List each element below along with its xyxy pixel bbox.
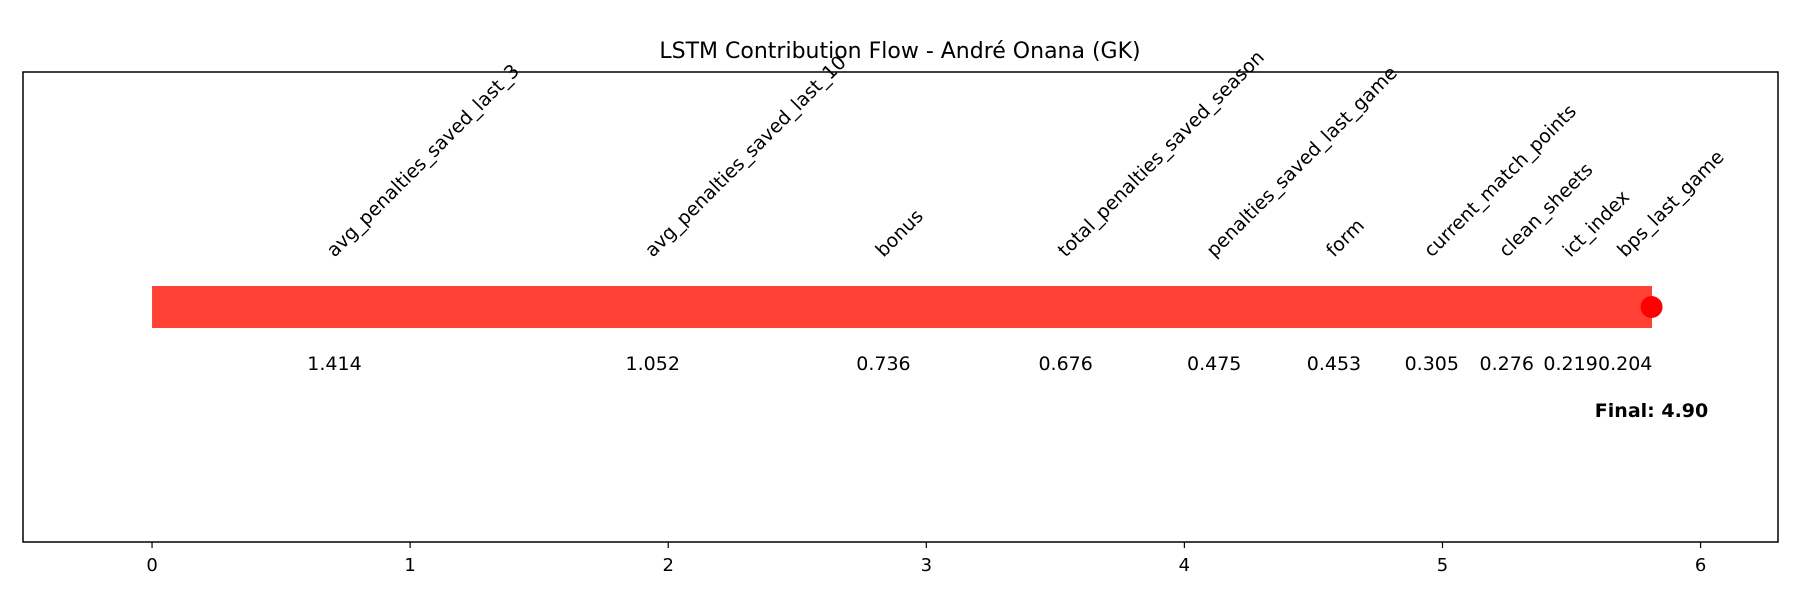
x-tick-label-6: 6 (1695, 555, 1706, 576)
value-label-8: 0.219 (1543, 353, 1597, 375)
feature-label-1: avg_penalties_saved_last_10 (641, 52, 851, 262)
x-tick-label-1: 1 (404, 555, 415, 576)
contribution-bar-1 (516, 286, 789, 328)
chart-title: LSTM Contribution Flow - André Onana (GK… (659, 39, 1140, 64)
value-label-6: 0.305 (1405, 353, 1459, 375)
feature-label-2: bonus (871, 205, 927, 261)
x-axis: 0 1 2 3 4 5 6 (146, 542, 1706, 576)
final-marker (1640, 296, 1663, 318)
plot-frame (22, 71, 1779, 543)
value-label-7: 0.276 (1480, 353, 1534, 375)
value-label-9: 0.204 (1598, 353, 1652, 375)
contribution-bar-5 (1275, 286, 1393, 328)
contribution-bar-0 (152, 286, 518, 328)
x-tick-label-0: 0 (146, 555, 157, 576)
feature-label-6: current_match_points (1420, 100, 1581, 261)
x-tick-label-3: 3 (921, 555, 932, 576)
x-tick-label-2: 2 (662, 555, 673, 576)
bars-layer (152, 286, 1663, 328)
final-value-label: Final: 4.90 (1595, 400, 1708, 422)
feature-label-0: avg_penalties_saved_last_3 (322, 60, 523, 261)
value-label-3: 0.676 (1038, 353, 1092, 375)
feature-label-5: form (1322, 215, 1369, 262)
value-label-5: 0.453 (1307, 353, 1361, 375)
x-tick-label-5: 5 (1437, 555, 1448, 576)
value-label-0: 1.414 (307, 353, 361, 375)
x-tick-label-4: 4 (1179, 555, 1190, 576)
contribution-bar-7 (1471, 286, 1543, 328)
value-label-1: 1.052 (626, 353, 680, 375)
contribution-bar-6 (1392, 286, 1472, 328)
value-label-2: 0.736 (856, 353, 910, 375)
contribution-bar-2 (788, 286, 979, 328)
contribution-bar-8 (1542, 286, 1600, 328)
value-label-4: 0.475 (1187, 353, 1241, 375)
contribution-bar-4 (1152, 286, 1277, 328)
contribution-bar-3 (978, 286, 1154, 328)
